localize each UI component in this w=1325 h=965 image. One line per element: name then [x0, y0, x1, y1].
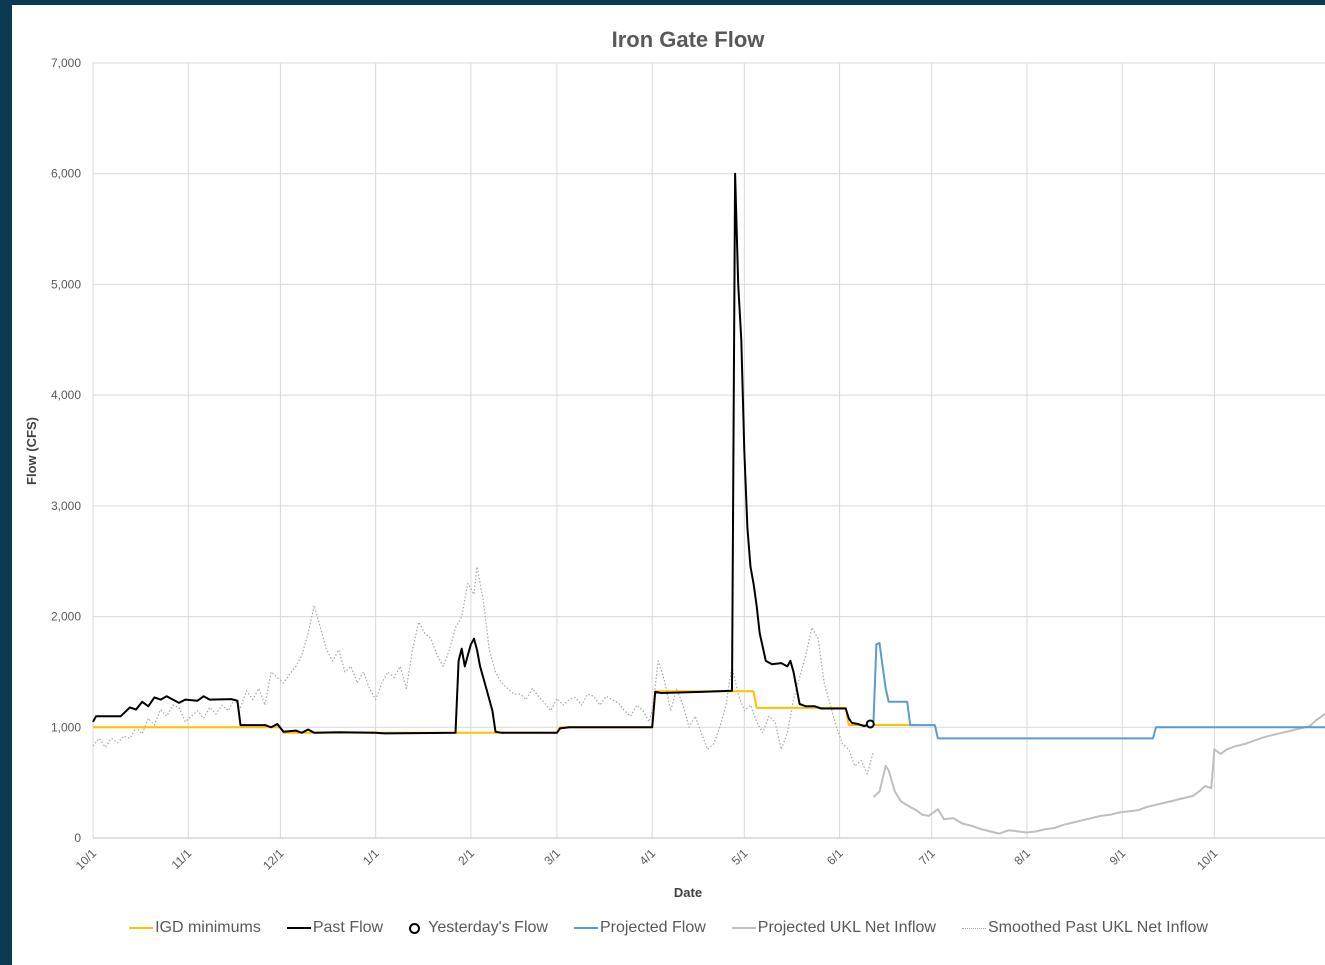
legend-item-smoothed-past-ukl-net-inflow: Smoothed Past UKL Net Inflow: [961, 919, 1208, 937]
x-tick-label: 11/1: [169, 846, 195, 872]
legend-label: Past Flow: [312, 919, 384, 936]
y-tick-label: 6,000: [51, 167, 81, 181]
x-tick-label: 10/1: [1194, 846, 1221, 873]
legend-item-yesterday-s-flow: Yesterday's Flow: [409, 919, 548, 937]
x-tick-label: 1/1: [360, 846, 382, 868]
x-tick-label: 7/1: [916, 846, 938, 868]
legend-swatch: [961, 927, 986, 929]
series-smoothed-past-ukl-net-inflow: [92, 566, 874, 775]
y-tick-label: 3,000: [51, 499, 81, 513]
x-tick-label: 2/1: [455, 846, 477, 868]
chart-frame: Iron Gate Flow 0 1,000 2,000 3,000 4,000 5,00…: [12, 5, 1325, 965]
x-tick-label: 5/1: [729, 846, 751, 868]
series-projected-ukl-net-inflow: [872, 713, 1325, 835]
y-tick-label: 0: [74, 831, 81, 845]
y-tick-label: 1,000: [51, 720, 81, 734]
x-tick-label: 12/1: [260, 846, 287, 873]
legend-item-past-flow: Past Flow: [286, 919, 384, 937]
series-yesterday-s-flow-point: [865, 719, 875, 729]
y-tick-label: 4,000: [51, 388, 81, 402]
legend-label: Yesterday's Flow: [428, 919, 548, 936]
legend-item-projected-ukl-net-inflow: Projected UKL Net Inflow: [731, 919, 936, 937]
x-tick-label: 9/1: [1107, 846, 1129, 868]
legend-swatch: [409, 922, 421, 934]
chart-legend: IGD minimums Past Flow Yesterday's Flow Pro…: [12, 919, 1325, 937]
legend-label: Projected UKL Net Inflow: [757, 919, 936, 936]
y-axis-title: Flow (CFS): [24, 417, 39, 485]
legend-label: Projected Flow: [599, 919, 706, 936]
legend-item-projected-flow: Projected Flow: [573, 919, 706, 937]
x-axis-title: Date: [674, 885, 702, 900]
legend-swatch: [573, 927, 598, 929]
legend-swatch: [731, 927, 756, 929]
gridlines: [92, 62, 1325, 839]
series-projected-flow: [872, 642, 1325, 740]
y-axis-tick-labels: 0 1,000 2,000 3,000 4,000 5,000 6,000 7,000: [51, 56, 81, 845]
x-tick-label: 6/1: [824, 846, 846, 868]
y-tick-label: 5,000: [51, 277, 81, 291]
legend-swatch: [129, 927, 154, 929]
chart-title: Iron Gate Flow: [612, 27, 766, 52]
legend-label: IGD minimums: [155, 919, 261, 936]
series-past-flow: [92, 172, 871, 735]
x-tick-label: 3/1: [541, 846, 563, 868]
flow-chart: Iron Gate Flow 0 1,000 2,000 3,000 4,000 5,00…: [24, 27, 1325, 900]
legend-item-igd-minimums: IGD minimums: [129, 919, 261, 937]
legend-label: Smoothed Past UKL Net Inflow: [987, 919, 1208, 936]
x-tick-label: 4/1: [637, 846, 659, 868]
legend-swatch: [286, 927, 311, 929]
series-lines: [92, 172, 1325, 835]
series-igd-minimums: [93, 690, 917, 734]
y-tick-label: 7,000: [51, 56, 81, 70]
x-tick-label: 8/1: [1011, 846, 1033, 868]
x-axis-tick-labels: 10/1 11/1 12/1 1/1 2/1 3/1 4/1 5/1 6/1 7/1 8/1 9/1 1…: [73, 846, 1221, 873]
y-tick-label: 2,000: [51, 610, 81, 624]
x-tick-label: 10/1: [73, 846, 100, 873]
